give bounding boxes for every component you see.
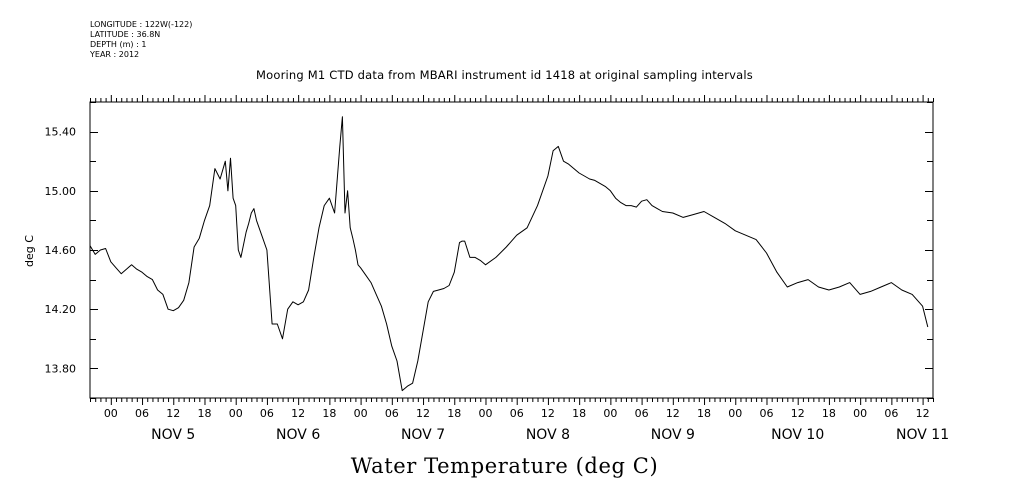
- x-day-label: NOV 9: [651, 427, 695, 443]
- data-layer: [89, 116, 929, 392]
- x-tick-label: 18: [697, 407, 711, 420]
- x-tick-label: 06: [135, 407, 149, 420]
- meta-depth: DEPTH (m) : 1: [90, 40, 147, 49]
- x-day-label: NOV 11: [896, 427, 949, 443]
- x-tick-label: 00: [229, 407, 243, 420]
- x-tick-label: 12: [416, 407, 430, 420]
- meta-longitude: LONGITUDE : 122W(-122): [90, 20, 193, 29]
- x-tick-label: 06: [260, 407, 274, 420]
- x-tick-label: 00: [104, 407, 118, 420]
- y-tick-label: 15.00: [45, 185, 77, 198]
- x-tick-label: 00: [354, 407, 368, 420]
- x-tick-label: 06: [385, 407, 399, 420]
- series-line: [89, 116, 929, 392]
- x-tick-label: 06: [635, 407, 649, 420]
- y-tick-label: 13.80: [45, 362, 77, 375]
- meta-latitude: LATITUDE : 36.8N: [90, 30, 161, 39]
- chart-title: Mooring M1 CTD data from MBARI instrumen…: [256, 68, 753, 82]
- x-day-label: NOV 7: [401, 427, 445, 443]
- x-tick-label: 06: [510, 407, 524, 420]
- y-tick-label: 15.40: [45, 126, 77, 139]
- x-tick-label: 06: [884, 407, 898, 420]
- y-tick-label: 14.20: [45, 303, 77, 316]
- meta-year: YEAR : 2012: [90, 50, 140, 59]
- x-tick-label: 12: [166, 407, 180, 420]
- x-tick-label: 00: [853, 407, 867, 420]
- x-tick-label: 18: [447, 407, 461, 420]
- x-tick-label: 18: [572, 407, 586, 420]
- x-day-label: NOV 10: [771, 427, 824, 443]
- x-tick-label: 12: [666, 407, 680, 420]
- x-tick-label: 18: [822, 407, 836, 420]
- x-day-label: NOV 6: [276, 427, 320, 443]
- axes: 00 06 12 18 00 06 12 18 00 06 12 18 00 06 12 18 00 06 12 18…: [45, 95, 949, 443]
- x-tick-label: 06: [759, 407, 773, 420]
- x-day-label: NOV 8: [526, 427, 570, 443]
- plot-frame: [89, 101, 934, 399]
- x-tick-label: 00: [728, 407, 742, 420]
- y-tick-label: 14.60: [45, 244, 77, 257]
- metadata-block: LONGITUDE : 122W(-122) LATITUDE : 36.8N …: [90, 20, 192, 60]
- x-tick-label: 18: [197, 407, 211, 420]
- x-tick-label: 00: [478, 407, 492, 420]
- x-tick-label: 00: [603, 407, 617, 420]
- x-axis-label: Water Temperature (deg C): [350, 454, 659, 478]
- x-tick-label: 12: [791, 407, 805, 420]
- x-tick-label: 12: [291, 407, 305, 420]
- x-day-label: NOV 5: [151, 427, 195, 443]
- x-tick-label: 18: [322, 407, 336, 420]
- x-tick-label: 12: [541, 407, 555, 420]
- y-axis-label: deg C: [23, 235, 36, 267]
- x-tick-label: 12: [916, 407, 930, 420]
